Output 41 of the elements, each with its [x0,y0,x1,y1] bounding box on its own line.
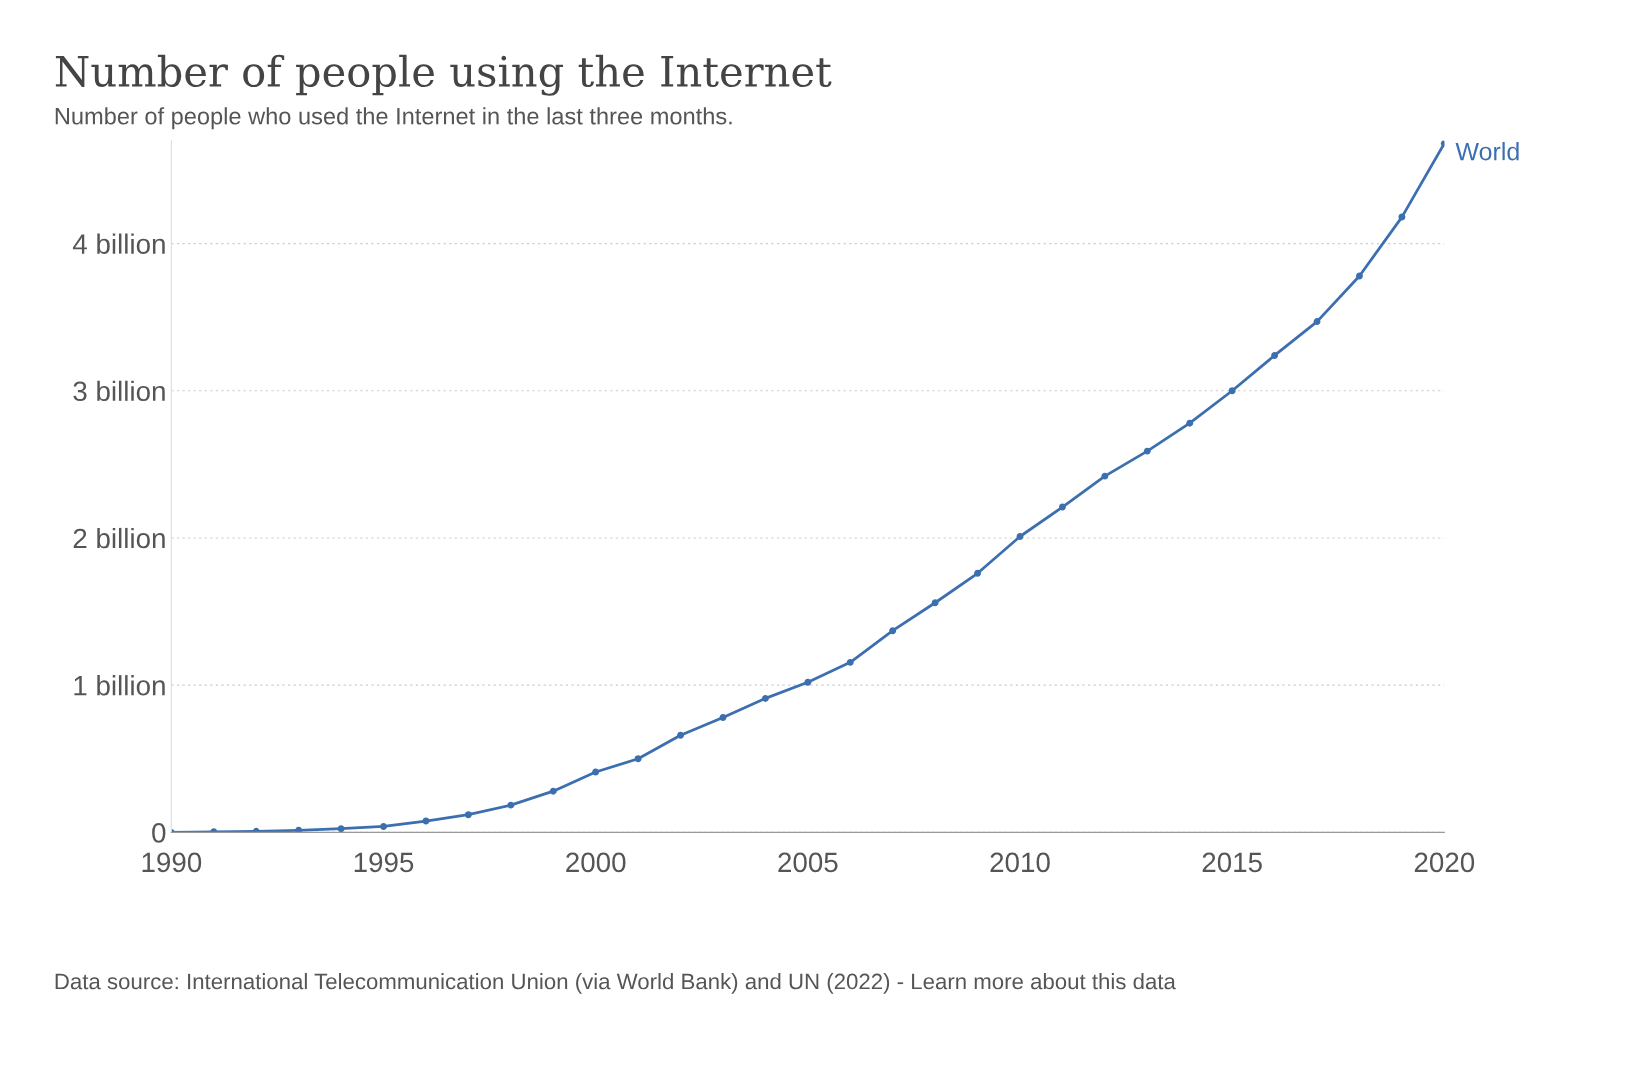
point [889,627,897,635]
y-tick-label: 0 [152,823,166,843]
series-label: World [1455,142,1519,161]
point [804,678,812,686]
x-tick-label: 2020 [1414,852,1475,873]
point [761,694,769,702]
point [634,755,642,763]
point [974,569,982,577]
point [337,825,345,833]
point [1313,318,1321,326]
x-tick-label: 1995 [354,852,414,873]
point [1271,351,1279,359]
point [719,714,727,722]
source-note: Data source: International Telecommunication Union (via World Bank) and UN (2022) - Learn more about this data [55,973,1176,994]
point [1186,419,1194,427]
point [1058,503,1066,511]
y-tick-label: 1 billion [74,675,165,696]
point [1355,272,1363,280]
x-tick-label: 2000 [566,852,626,873]
point [1016,533,1024,540]
x-tick-label: 2005 [778,852,838,873]
point [931,599,939,607]
y-tick-label: 4 billion [72,233,165,254]
x-tick-label: 2010 [990,852,1050,873]
chart-title: Number of people using the Internet [55,54,832,96]
point [1143,447,1151,455]
y-tick-label: 2 billion [73,527,165,549]
point [380,823,387,830]
point [507,801,515,809]
point [1228,387,1236,395]
point [295,826,303,833]
x-tick-label: 1990 [142,852,202,873]
x-tick-label: 2015 [1202,852,1262,873]
point [592,768,600,776]
point [1101,472,1109,480]
point [677,731,685,739]
point [846,658,854,666]
point [549,787,557,795]
chart-subtitle: Number of people who used the Internet in the last three months. [55,107,732,130]
y-tick-label: 3 billion [73,380,165,402]
point [464,811,472,819]
